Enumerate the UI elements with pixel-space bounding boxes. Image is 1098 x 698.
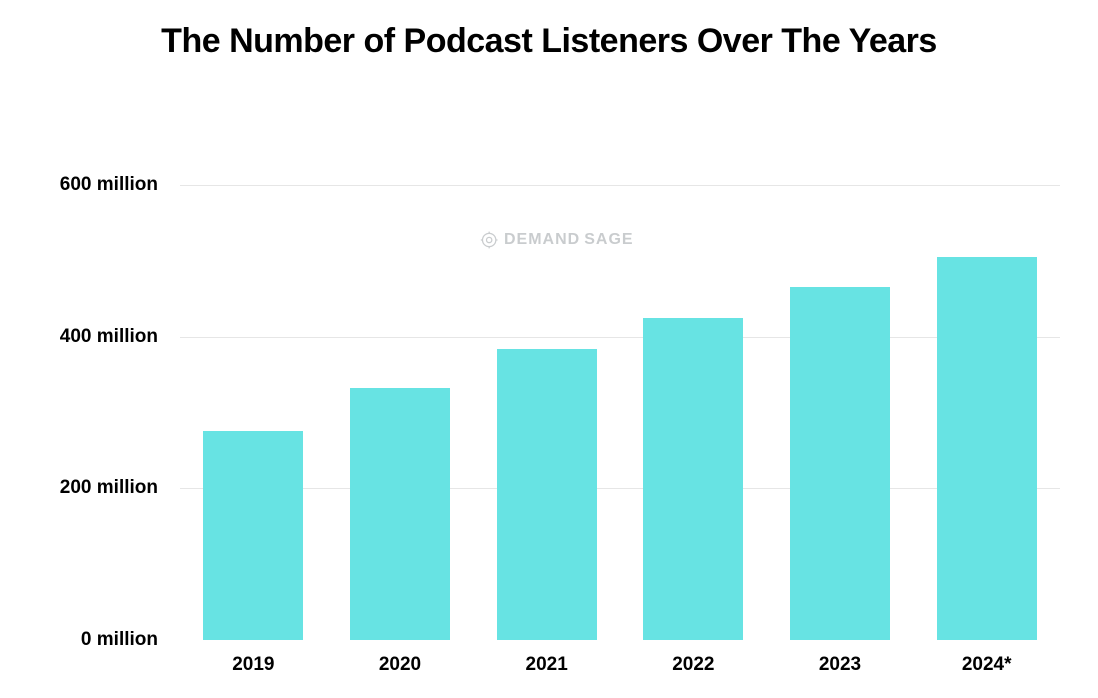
bar: [790, 287, 890, 640]
y-axis-tick-label: 0 million: [81, 629, 180, 651]
x-axis-tick-label: 2019: [232, 640, 274, 676]
y-axis-tick-label: 400 million: [60, 326, 180, 348]
bar: [643, 318, 743, 640]
y-axis-tick-label: 200 million: [60, 477, 180, 499]
bar: [497, 349, 597, 640]
bar: [937, 257, 1037, 640]
x-axis-tick-label: 2020: [379, 640, 421, 676]
plot-area: 0 million200 million400 million600 milli…: [180, 185, 1060, 640]
bar: [350, 388, 450, 640]
bar: [203, 431, 303, 640]
y-axis-tick-label: 600 million: [60, 174, 180, 196]
x-axis-tick-label: 2022: [672, 640, 714, 676]
chart-title: The Number of Podcast Listeners Over The…: [0, 22, 1098, 61]
gridline: [180, 185, 1060, 186]
chart-container: The Number of Podcast Listeners Over The…: [0, 0, 1098, 698]
gridline: [180, 337, 1060, 338]
gridline: [180, 488, 1060, 489]
x-axis-tick-label: 2023: [819, 640, 861, 676]
x-axis-tick-label: 2021: [526, 640, 568, 676]
x-axis-tick-label: 2024*: [962, 640, 1012, 676]
